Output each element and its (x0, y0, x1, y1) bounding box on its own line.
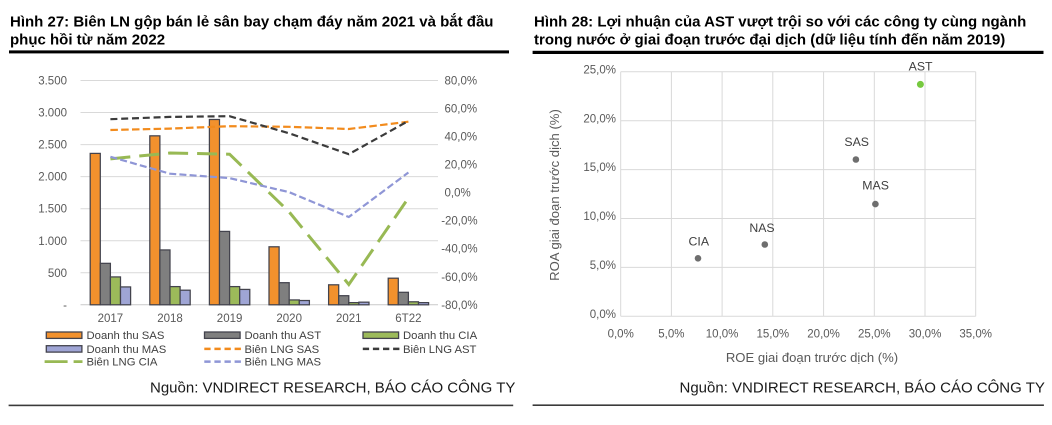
svg-text:500: 500 (48, 268, 67, 280)
svg-text:-20,0%: -20,0% (441, 216, 477, 228)
svg-text:80,0%: 80,0% (445, 75, 478, 87)
svg-text:Biên LNG CIA: Biên LNG CIA (87, 357, 158, 369)
svg-text:-: - (63, 300, 67, 312)
svg-text:15,0%: 15,0% (756, 329, 789, 341)
svg-text:6T22: 6T22 (395, 313, 421, 325)
svg-text:35,0%: 35,0% (959, 329, 992, 341)
svg-text:trong nước ở giai đoạn trước đ: trong nước ở giai đoạn trước đại dịch (d… (534, 31, 1005, 48)
svg-text:MAS: MAS (862, 179, 889, 193)
svg-text:0,0%: 0,0% (445, 188, 471, 200)
svg-text:0,0%: 0,0% (590, 309, 616, 321)
svg-text:40,0%: 40,0% (445, 132, 478, 144)
svg-text:Doanh thu CIA: Doanh thu CIA (403, 330, 478, 342)
svg-text:Hình 27: Biên LN gộp bán lẻ sâ: Hình 27: Biên LN gộp bán lẻ sân bay chạm… (10, 12, 493, 30)
svg-text:ROA giai đoạn trước dịch (%): ROA giai đoạn trước dịch (%) (547, 109, 562, 281)
svg-text:5,0%: 5,0% (658, 329, 684, 341)
svg-text:Biên LNG AST: Biên LNG AST (403, 344, 477, 356)
svg-text:20,0%: 20,0% (445, 160, 478, 172)
svg-text:3.000: 3.000 (38, 108, 67, 120)
svg-text:Biên LNG MAS: Biên LNG MAS (245, 357, 322, 369)
svg-text:3.500: 3.500 (38, 76, 67, 88)
svg-text:2020: 2020 (276, 313, 302, 325)
svg-text:2021: 2021 (336, 313, 362, 325)
svg-text:30,0%: 30,0% (909, 329, 942, 341)
svg-text:Hình 28: Lợi nhuận của AST vượ: Hình 28: Lợi nhuận của AST vượt trội so … (534, 13, 1026, 30)
svg-text:20,0%: 20,0% (807, 329, 840, 341)
svg-text:10,0%: 10,0% (706, 329, 739, 341)
svg-text:SAS: SAS (844, 135, 869, 149)
svg-text:Doanh thu MAS: Doanh thu MAS (87, 344, 167, 356)
svg-text:ROE giai đoạn trước dịch (%): ROE giai đoạn trước dịch (%) (726, 350, 898, 365)
svg-text:-60,0%: -60,0% (441, 272, 477, 284)
svg-text:2.000: 2.000 (38, 172, 67, 184)
svg-text:20,0%: 20,0% (583, 113, 616, 125)
svg-text:10,0%: 10,0% (583, 211, 616, 223)
svg-text:25,0%: 25,0% (583, 64, 616, 76)
svg-text:15,0%: 15,0% (583, 162, 616, 174)
svg-text:CIA: CIA (689, 235, 710, 249)
svg-text:AST: AST (909, 60, 933, 74)
svg-text:60,0%: 60,0% (445, 104, 478, 116)
svg-text:2019: 2019 (217, 313, 243, 325)
svg-text:2018: 2018 (157, 313, 183, 325)
svg-text:-80,0%: -80,0% (441, 300, 477, 312)
svg-text:25,0%: 25,0% (858, 329, 891, 341)
svg-text:0,0%: 0,0% (608, 329, 634, 341)
svg-text:5,0%: 5,0% (590, 260, 616, 272)
svg-text:2.500: 2.500 (38, 140, 67, 152)
svg-text:2017: 2017 (98, 313, 124, 325)
svg-text:phục hồi từ năm 2022: phục hồi từ năm 2022 (10, 31, 165, 48)
svg-text:Doanh thu AST: Doanh thu AST (245, 330, 322, 342)
svg-text:1.500: 1.500 (38, 204, 67, 216)
svg-text:NAS: NAS (749, 221, 774, 235)
svg-text:Nguồn: VNDIRECT RESEARCH, BÁO: Nguồn: VNDIRECT RESEARCH, BÁO CÁO CÔNG T… (150, 380, 515, 397)
svg-text:-40,0%: -40,0% (441, 244, 477, 256)
svg-text:1.000: 1.000 (38, 236, 67, 248)
svg-text:Nguồn: VNDIRECT RESEARCH, BÁO: Nguồn: VNDIRECT RESEARCH, BÁO CÁO CÔNG T… (680, 380, 1045, 397)
svg-text:Biên LNG SAS: Biên LNG SAS (245, 344, 320, 356)
svg-text:Doanh thu SAS: Doanh thu SAS (87, 330, 165, 342)
